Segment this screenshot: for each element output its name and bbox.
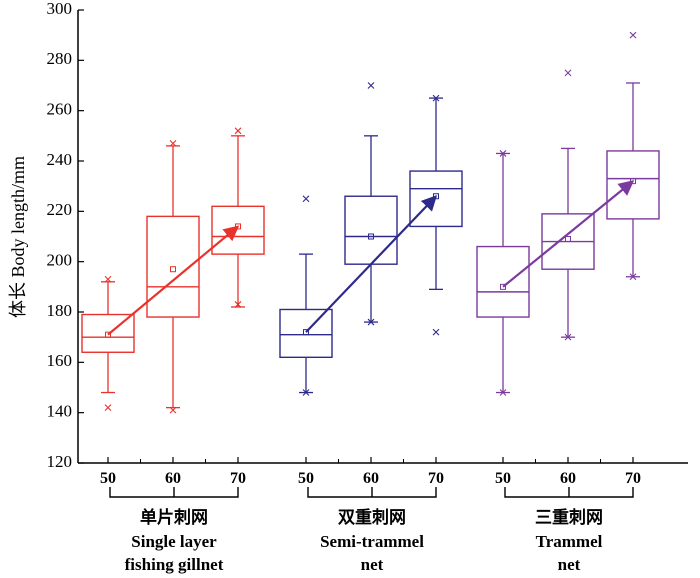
outlier-point (169, 406, 177, 414)
box-50 (476, 150, 530, 396)
mean-marker (105, 331, 111, 338)
trend-arrow (107, 225, 240, 336)
group-name-en: fishing gillnet (125, 555, 224, 574)
box-iqr (211, 205, 265, 255)
y-tick-label: 300 (47, 0, 73, 18)
mean-marker (368, 233, 374, 240)
box-50 (279, 195, 333, 396)
y-tick-label: 280 (47, 49, 73, 68)
mean-marker (170, 266, 176, 273)
outlier-point (629, 31, 637, 39)
group-bracket (504, 487, 634, 498)
group-label: 双重刺网 Semi-trammel net (307, 487, 437, 574)
x-tick-label: 60 (165, 470, 181, 487)
y-tick-label: 200 (47, 251, 73, 270)
group-bracket (109, 487, 239, 498)
y-tick-label: 220 (47, 200, 73, 219)
box-60 (146, 139, 200, 414)
outlier-point (499, 389, 507, 396)
box-50 (81, 275, 135, 412)
outlier-point (499, 150, 507, 157)
x-tick-label: 50 (100, 470, 116, 487)
box-iqr (606, 150, 660, 220)
group-labels: 单片刺网 Single layer fishing gillnet 双重刺网 Semi-… (109, 487, 634, 574)
mean-marker (565, 236, 571, 243)
outlier-point (104, 275, 112, 283)
mean-marker (303, 329, 309, 336)
mean-marker (500, 283, 506, 290)
trend-arrow (502, 180, 635, 288)
y-tick-label: 180 (47, 301, 73, 320)
outlier-point (302, 195, 310, 203)
group-name-en: net (361, 555, 384, 574)
y-tick-label: 160 (47, 351, 73, 370)
y-tick-label: 140 (47, 402, 73, 421)
group-label: 单片刺网 Single layer fishing gillnet (109, 487, 239, 574)
y-tick-label: 120 (47, 452, 73, 471)
x-tick-label: 50 (495, 470, 511, 487)
box-70 (606, 31, 660, 281)
x-tick-label: 60 (363, 470, 379, 487)
outlier-point (169, 139, 177, 147)
group-name-en: Single layer (131, 532, 217, 551)
trend-arrows (107, 180, 635, 336)
y-tick-label: 260 (47, 100, 73, 119)
group-name-en: Semi-trammel (320, 532, 424, 551)
outlier-point (432, 328, 440, 336)
axes: 120 140 160 180 200 220 240 260 280 300 50 60 70 50 60… (47, 0, 688, 487)
x-tick-label: 70 (230, 470, 246, 487)
box-70 (211, 127, 265, 308)
outlier-point (367, 318, 375, 326)
x-tick-label: 50 (298, 470, 314, 487)
outlier-point (104, 404, 112, 412)
outlier-point (302, 389, 310, 396)
group-label: 三重刺网 Trammel net (504, 487, 634, 574)
group-name-en: net (558, 555, 581, 574)
group-name-en: Trammel (536, 532, 603, 551)
box-iqr (344, 195, 398, 265)
outlier-point (629, 273, 637, 281)
y-tick-label: 240 (47, 150, 73, 169)
box-iqr (279, 308, 333, 359)
outlier-point (234, 127, 242, 135)
trend-arrow (305, 195, 438, 333)
group-bracket (307, 487, 437, 498)
x-tick-label: 60 (560, 470, 576, 487)
box-60 (344, 82, 398, 326)
x-tick-label: 70 (625, 470, 641, 487)
box-60 (541, 69, 595, 341)
x-tick-label: 70 (428, 470, 444, 487)
group-name-zh: 双重刺网 (338, 507, 406, 527)
box-70 (409, 94, 463, 336)
outlier-point (564, 69, 572, 77)
y-axis-label: 体长 Body length/mm (8, 156, 28, 318)
group-name-zh: 单片刺网 (140, 507, 208, 527)
outlier-point (234, 301, 242, 308)
outlier-point (367, 82, 375, 89)
group-name-zh: 三重刺网 (535, 507, 603, 527)
outlier-point (432, 94, 440, 102)
outlier-point (564, 333, 572, 341)
boxes (81, 31, 660, 414)
box-iqr (476, 245, 530, 318)
